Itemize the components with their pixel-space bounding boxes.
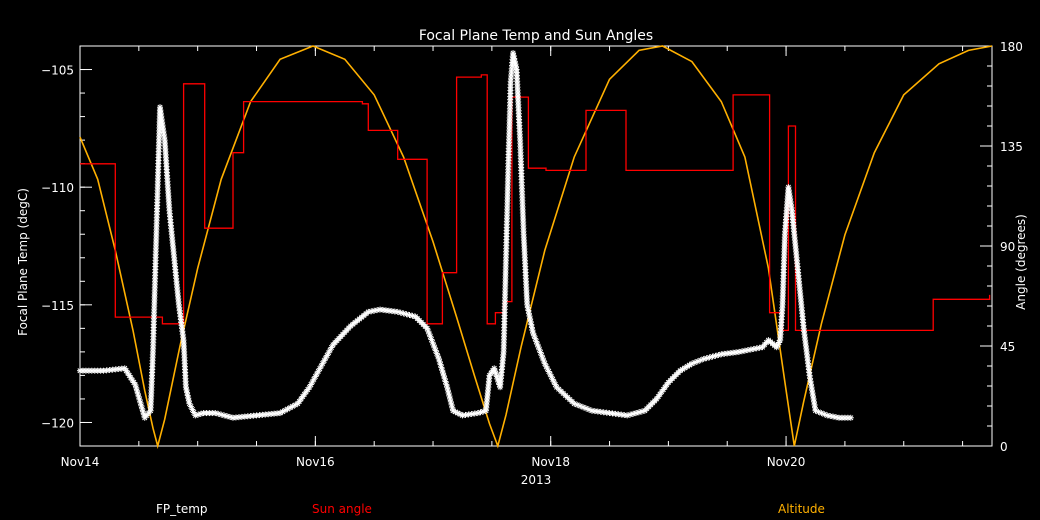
legend-sun-angle: Sun angle: [312, 502, 372, 516]
y-tick-label-right: 45: [1000, 340, 1015, 354]
fp-temp-marker: [430, 342, 437, 349]
fp-temp-marker: [406, 312, 413, 319]
fp-temp-marker: [309, 378, 316, 385]
y-tick-label-right: 180: [1000, 40, 1023, 54]
fp-temp-marker: [134, 387, 141, 394]
x-tick-label: Nov16: [296, 455, 335, 469]
series-layer: [77, 45, 993, 450]
legend-fp-temp: FP_temp: [156, 502, 208, 516]
fp-temp-marker: [686, 362, 693, 369]
y-tick-label-left: −105: [41, 64, 74, 78]
fp-temp-marker: [409, 312, 416, 319]
axis-ticks: Nov14 Nov16 Nov18 Nov20 −105 −110 −115 −120 0 45 9…: [41, 40, 1023, 469]
fp-temp-marker: [327, 347, 334, 354]
fp-temp-marker: [439, 367, 446, 374]
fp-temp-marker: [447, 395, 454, 402]
y-tick-label-right: 135: [1000, 140, 1023, 154]
x-tick-label: Nov14: [61, 455, 100, 469]
fp-temp-marker: [227, 413, 234, 420]
plot-frame: [79, 45, 993, 447]
series-line-altitude: [79, 45, 993, 450]
fp-temp-marker: [447, 398, 454, 405]
y-tick-label-left: −115: [41, 299, 74, 313]
fp-temp-marker: [224, 413, 231, 420]
y-axis-label-left: Focal Plane Temp (degC): [16, 188, 30, 336]
fp-temp-marker: [818, 410, 825, 417]
fp-temp-marker: [624, 412, 631, 419]
fp-temp-marker: [400, 310, 407, 317]
fp-temp-marker: [444, 384, 451, 391]
x-tick-label: Nov20: [767, 455, 806, 469]
y-tick-label-right: 90: [1000, 240, 1015, 254]
fp-temp-marker: [627, 411, 634, 418]
y-tick-label-left: −120: [41, 416, 74, 430]
fp-temp-marker: [531, 332, 538, 339]
fp-temp-marker: [187, 403, 194, 410]
y-tick-label-right: 0: [1000, 440, 1008, 454]
fp-temp-marker: [282, 407, 289, 414]
fp-temp-marker: [480, 408, 487, 415]
fp-temp-marker: [700, 355, 707, 362]
fp-temp-marker: [212, 410, 219, 417]
y-tick-label-left: −110: [41, 181, 74, 195]
plot-axes: [79, 45, 993, 447]
fp-temp-marker: [847, 414, 854, 421]
x-tick-label: Nov18: [531, 455, 570, 469]
legend-altitude: Altitude: [778, 502, 825, 516]
fp-temp-marker: [441, 375, 448, 382]
fp-temp-marker: [153, 226, 160, 233]
fp-temp-marker: [548, 373, 555, 380]
fp-temp-marker: [189, 406, 196, 413]
fp-temp-marker: [442, 378, 449, 385]
x-axis-label: 2013: [521, 473, 552, 487]
chart-title: Focal Plane Temp and Sun Angles: [419, 28, 653, 44]
fp-temp-marker: [321, 357, 328, 364]
fp-temp-marker: [435, 355, 442, 362]
fp-temp-marker: [218, 411, 225, 418]
y-axis-label-right: Angle (degrees): [1014, 214, 1028, 310]
fp-temp-marker: [324, 352, 331, 359]
series-line-sun-angle: [80, 74, 991, 332]
fp-temp-marker: [133, 384, 140, 391]
